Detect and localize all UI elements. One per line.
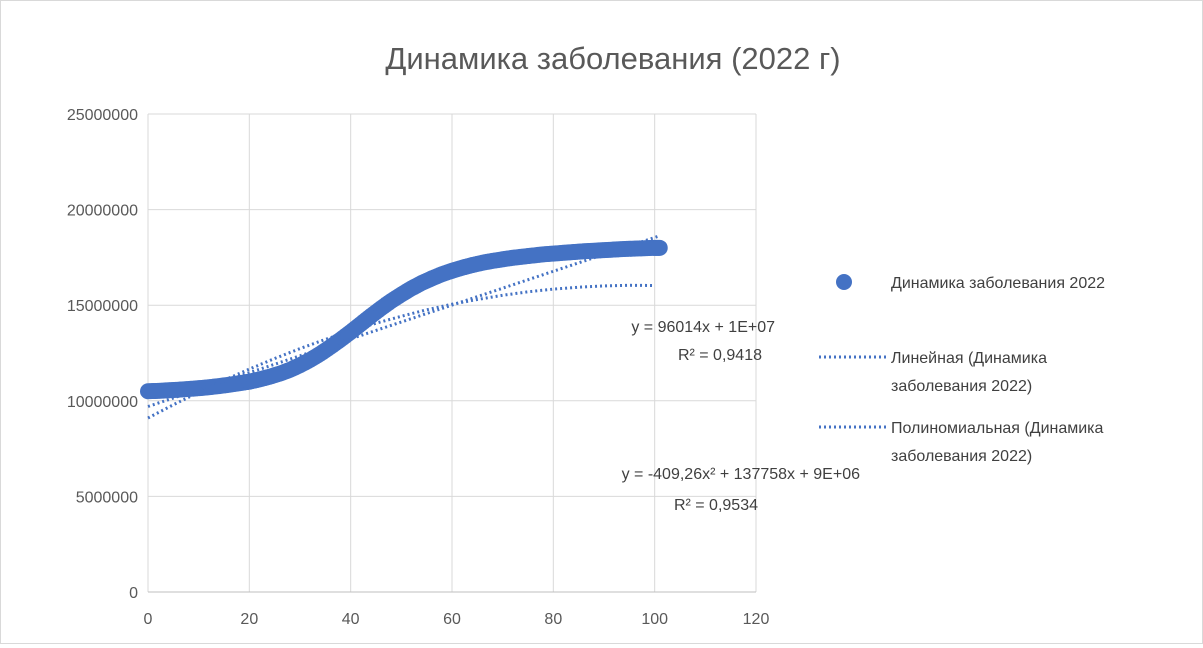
legend: Динамика заболевания 2022 Линейная (Дина…: [819, 274, 1105, 465]
trend-poly-line: [147, 283, 655, 420]
x-tick-labels: 0 20 40 60 80 100 120: [144, 611, 770, 628]
legend-label-scatter: Динамика заболевания 2022: [891, 275, 1105, 292]
y-tick-label: 10000000: [67, 394, 138, 411]
y-tick-label: 5000000: [76, 489, 138, 506]
x-tick-label: 20: [240, 611, 258, 628]
y-tick-label: 20000000: [67, 203, 138, 220]
y-tick-label: 0: [129, 585, 138, 602]
poly-r2: R² = 0,9534: [674, 497, 758, 514]
y-tick-label: 15000000: [67, 298, 138, 315]
legend-label-poly-1: Полиномиальная (Динамика: [891, 420, 1104, 437]
legend-label-linear-2: заболевания 2022): [891, 378, 1032, 395]
data-point: [651, 239, 668, 256]
poly-equation-text: y = -409,26x² + 137758x + 9E+06: [622, 466, 861, 483]
y-tick-labels: 0 5000000 10000000 15000000 20000000 25000000: [67, 107, 138, 602]
x-tick-label: 120: [743, 611, 770, 628]
data-points: [140, 239, 668, 400]
x-tick-label: 40: [342, 611, 360, 628]
poly-equation: y = -409,26x² + 137758x + 9E+06: [622, 466, 861, 483]
linear-r2: R² = 0,9418: [678, 347, 762, 364]
trendlines: [147, 234, 661, 420]
x-tick-label: 80: [544, 611, 562, 628]
legend-marker-scatter: [836, 274, 852, 290]
legend-label-poly-2: заболевания 2022): [891, 448, 1032, 465]
x-tick-label: 0: [144, 611, 153, 628]
grid: [147, 113, 757, 593]
y-tick-label: 25000000: [67, 107, 138, 124]
x-tick-label: 100: [641, 611, 668, 628]
legend-label-linear-1: Линейная (Динамика: [891, 350, 1047, 367]
linear-equation: y = 96014x + 1E+07: [631, 319, 775, 336]
x-tick-label: 60: [443, 611, 461, 628]
chart-title: Динамика заболевания (2022 г): [385, 41, 840, 76]
